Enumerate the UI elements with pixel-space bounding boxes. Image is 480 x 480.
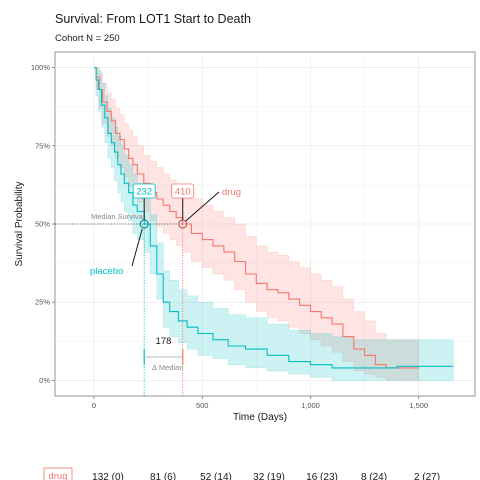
x-tick-label: 0 — [92, 401, 96, 410]
median-survival-label: Median Survival — [91, 212, 145, 221]
x-tick-label: 1,000 — [301, 401, 320, 410]
median-markers: 410 232 drug placebo 178 ∆ Median — [55, 183, 241, 396]
y-tick-label: 0% — [39, 376, 50, 385]
risk-value: 132 (0) — [92, 472, 124, 480]
median-value-drug: 410 — [175, 187, 191, 198]
series-label-drug: drug — [222, 187, 241, 198]
chart-subtitle: Cohort N = 250 — [55, 33, 120, 44]
y-axis-label: Survival Probability — [14, 181, 25, 266]
risk-value: 2 (27) — [414, 472, 440, 480]
median-value-placebo: 232 — [136, 187, 152, 198]
risk-group-box — [43, 467, 73, 480]
series-leader-placebo — [131, 228, 143, 267]
confidence-bands — [94, 67, 454, 381]
y-tick-label: 75% — [35, 141, 50, 150]
risk-value: 16 (23) — [306, 472, 338, 480]
y-tick-label: 100% — [31, 63, 51, 72]
median-value-box-drug — [171, 183, 195, 199]
x-tick-label: 500 — [196, 401, 209, 410]
x-axis-label: Time (Days) — [233, 412, 287, 423]
risk-group-label: drug — [48, 471, 67, 480]
median-diff-value: 178 — [156, 336, 172, 347]
y-tick-label: 50% — [35, 220, 50, 229]
ci-band-placebo — [94, 67, 454, 381]
risk-table: drug 132 (0) 81 (6) 52 (14) 32 (19) 16 (23) 8 … — [43, 467, 440, 480]
median-diff-label: ∆ Median — [152, 363, 183, 372]
risk-value: 81 (6) — [150, 472, 176, 480]
y-tick-label: 25% — [35, 298, 50, 307]
median-value-box-placebo — [132, 183, 156, 199]
risk-value: 32 (19) — [253, 472, 285, 480]
x-tick-label: 1,500 — [409, 401, 428, 410]
survival-curve-placebo — [94, 67, 454, 369]
risk-value: 52 (14) — [200, 472, 232, 480]
risk-value: 8 (24) — [361, 472, 387, 480]
series-label-placebo: placebo — [90, 266, 123, 277]
x-axis-ticks: 0 500 1,000 1,500 — [92, 396, 428, 410]
y-axis-ticks: 0% 25% 50% 75% 100% — [31, 63, 55, 385]
series-leader-drug — [185, 191, 220, 222]
survival-curve-drug — [94, 67, 419, 369]
ci-band-drug — [94, 67, 419, 381]
chart-title: Survival: From LOT1 Start to Death — [55, 12, 251, 26]
survival-curves — [94, 67, 454, 369]
